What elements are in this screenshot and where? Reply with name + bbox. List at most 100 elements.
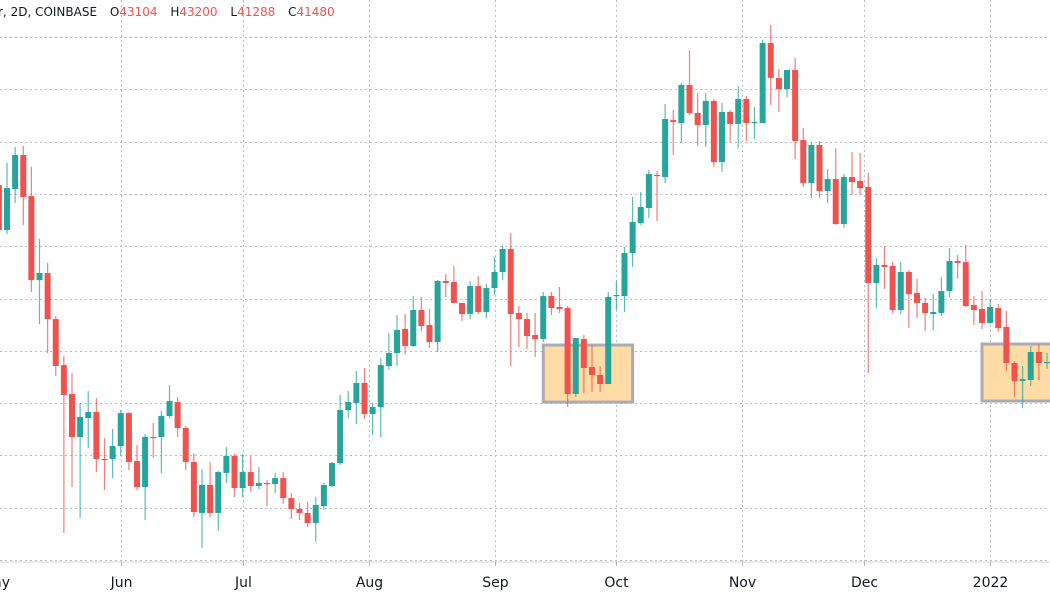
- open-label: O: [109, 5, 120, 19]
- candle-body: [532, 335, 539, 340]
- candle-body: [272, 478, 279, 485]
- ohlc-legend: r, 2D, COINBASE O43104 H43200 L41288 C41…: [0, 5, 335, 19]
- candle-body: [499, 248, 506, 272]
- candle-down: [52, 316, 59, 377]
- candle-down: [28, 166, 35, 292]
- candle-down: [832, 148, 839, 226]
- candle-body: [190, 461, 197, 513]
- candle-down: [849, 152, 855, 195]
- candle-up: [662, 103, 669, 184]
- candle-body: [312, 504, 319, 524]
- candle-up: [491, 257, 498, 295]
- candle-body: [962, 262, 969, 306]
- candle-body: [914, 293, 920, 303]
- candle-down: [475, 276, 482, 314]
- candle-down: [190, 452, 197, 518]
- candle-body: [434, 281, 441, 343]
- candle-body: [125, 413, 132, 462]
- candle-down: [564, 305, 571, 408]
- candle-down: [207, 461, 214, 518]
- candle-body: [995, 308, 1002, 329]
- candle-up: [385, 333, 392, 371]
- candle-body: [361, 382, 368, 414]
- candle-body: [987, 307, 994, 323]
- candle-body: [20, 154, 27, 198]
- candle-body: [467, 285, 474, 314]
- candle-up: [223, 447, 230, 484]
- candle-up: [199, 469, 205, 549]
- candle-up: [719, 103, 725, 173]
- candle-down: [654, 171, 660, 221]
- x-tick-label: Oct: [604, 575, 629, 591]
- candle-body: [897, 271, 904, 311]
- candle-body: [280, 478, 287, 499]
- x-tick-label: May: [0, 575, 10, 591]
- candle-body: [857, 180, 864, 189]
- candle-body: [150, 436, 157, 439]
- candle-body: [540, 296, 547, 340]
- candle-body: [142, 436, 149, 488]
- candle-down: [548, 291, 555, 315]
- candle-up: [938, 276, 945, 317]
- close-value: 41480: [296, 5, 335, 19]
- candle-body: [832, 179, 839, 224]
- candle-up: [824, 169, 831, 204]
- candle-up: [1044, 353, 1050, 370]
- candle-body: [1044, 361, 1050, 364]
- candle-body: [564, 308, 571, 394]
- candle-down: [792, 57, 799, 160]
- candle-body: [231, 455, 238, 488]
- candle-down: [69, 373, 75, 488]
- candle-body: [589, 367, 595, 376]
- candles: [0, 24, 1050, 549]
- candle-body: [1011, 362, 1018, 382]
- candle-down: [914, 279, 920, 319]
- candle-body: [889, 265, 896, 311]
- candle-up: [678, 83, 685, 144]
- candle-up: [808, 143, 815, 198]
- candle-body: [199, 484, 205, 513]
- candle-body: [507, 248, 514, 314]
- candle-body: [174, 402, 181, 428]
- candle-up: [410, 296, 417, 348]
- candle-up: [158, 410, 165, 473]
- candle-down: [125, 412, 132, 471]
- candle-down: [174, 396, 181, 437]
- candle-down: [507, 233, 514, 366]
- candle-body: [402, 328, 409, 346]
- candle-body: [418, 310, 425, 326]
- candle-body: [572, 338, 579, 394]
- candle-down: [800, 128, 807, 187]
- candle-up: [1019, 365, 1026, 408]
- candle-body: [629, 222, 636, 254]
- candle-body: [873, 265, 880, 283]
- symbol-info: r, 2D, COINBASE: [0, 5, 98, 19]
- candle-body: [182, 427, 189, 462]
- candle-up: [272, 472, 279, 493]
- candle-body: [621, 253, 628, 297]
- candle-up: [369, 402, 376, 436]
- candle-body: [450, 282, 457, 303]
- candle-body: [905, 271, 912, 295]
- candle-down: [361, 367, 368, 420]
- candle-body: [775, 77, 782, 90]
- candle-body: [255, 483, 262, 487]
- candle-body: [377, 365, 384, 408]
- candle-up: [255, 467, 262, 490]
- candle-up: [873, 257, 880, 309]
- candle-body: [410, 310, 417, 346]
- candle-down: [93, 398, 100, 473]
- candle-body: [580, 339, 587, 368]
- candle-body: [784, 69, 790, 90]
- candle-down: [1035, 344, 1042, 380]
- candle-body: [662, 118, 669, 178]
- candle-down: [979, 291, 985, 329]
- candle-up: [1027, 345, 1034, 386]
- candle-body: [134, 461, 140, 488]
- candle-body: [881, 265, 888, 268]
- candle-body: [93, 412, 100, 459]
- candle-body: [840, 177, 847, 224]
- candle-body: [385, 353, 392, 366]
- candle-body: [637, 206, 644, 223]
